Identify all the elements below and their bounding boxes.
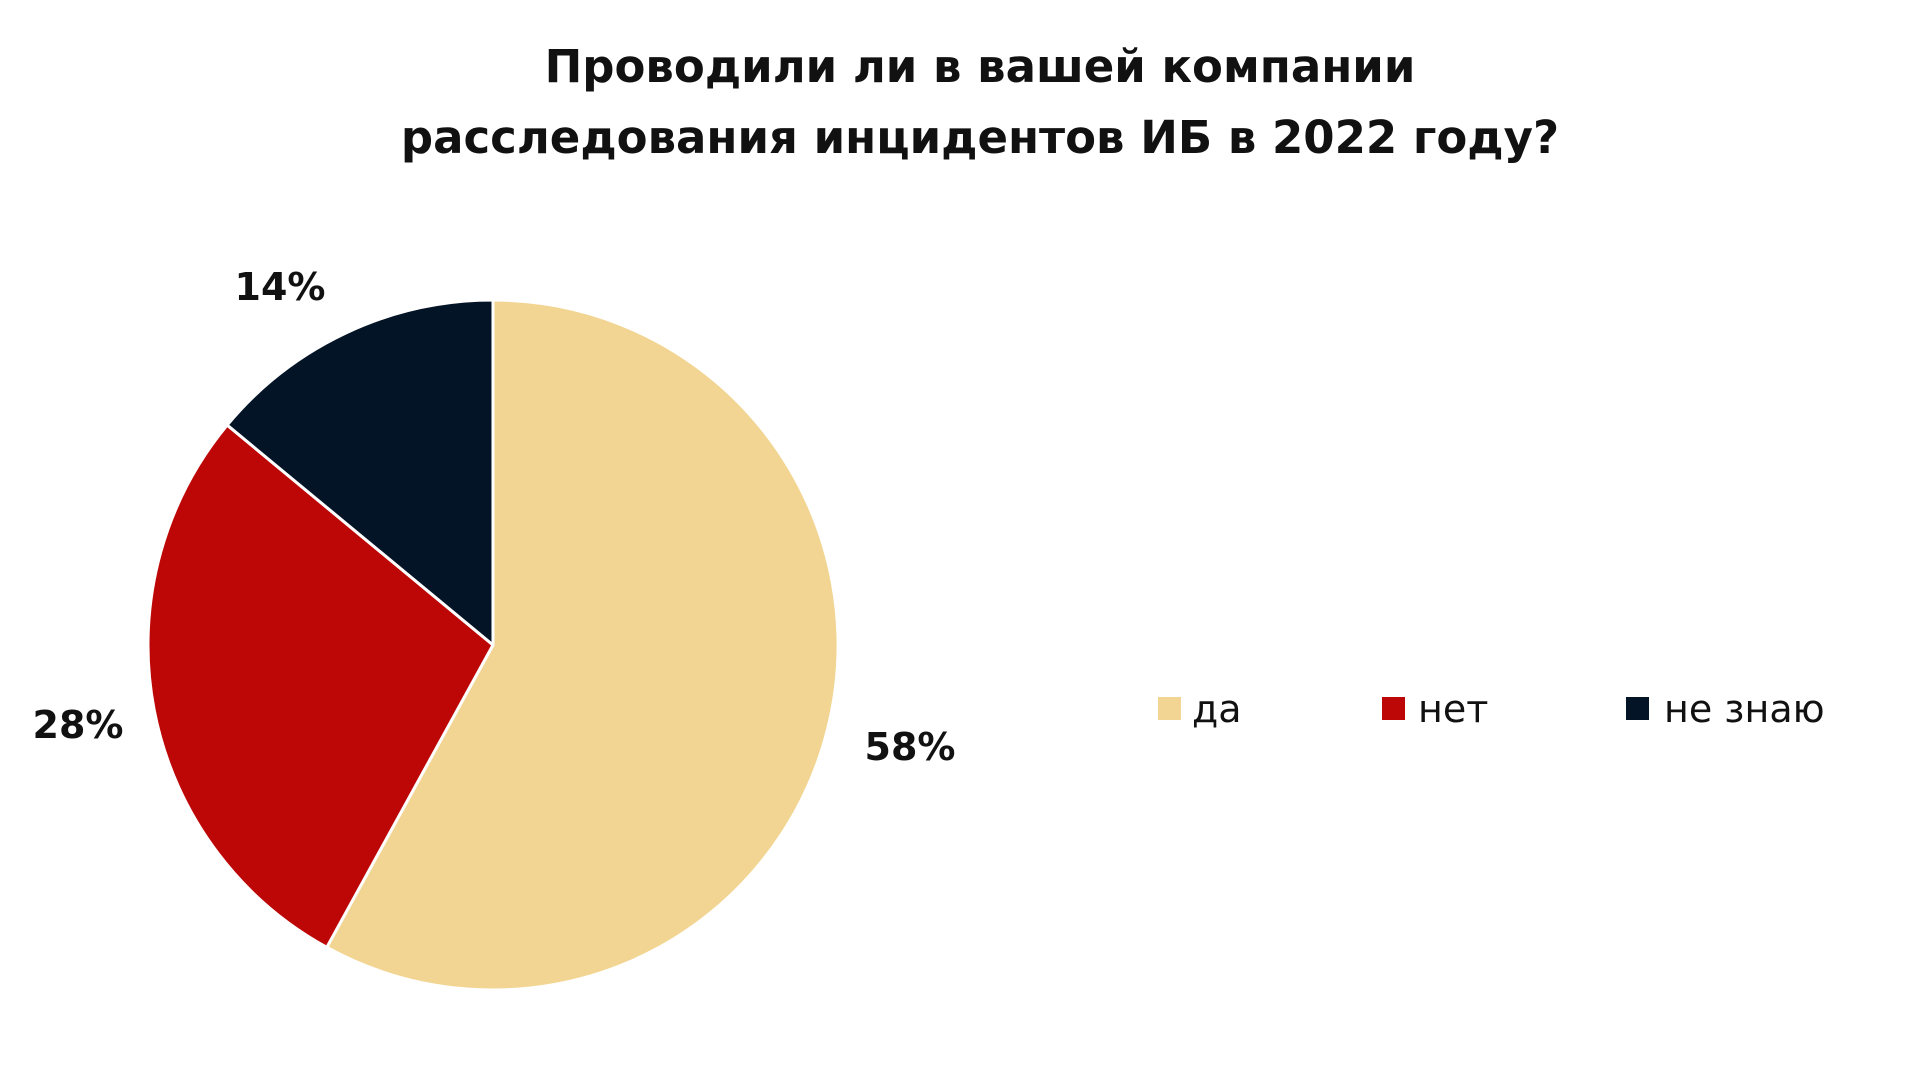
legend-item-ne-znayu: не знаю bbox=[1626, 687, 1825, 731]
legend-label-ne-znayu: не знаю bbox=[1664, 687, 1825, 731]
data-label-da: 58% bbox=[865, 725, 956, 769]
chart-title: Проводили ли в вашей компании расследова… bbox=[401, 40, 1559, 164]
chart-title-line-2: расследования инцидентов ИБ в 2022 году? bbox=[401, 111, 1559, 164]
legend-swatch-ne-znayu bbox=[1626, 697, 1649, 720]
pie-slice-da bbox=[325, 298, 840, 992]
pie bbox=[146, 298, 840, 992]
legend-label-da: да bbox=[1192, 687, 1242, 731]
data-label-net: 28% bbox=[33, 703, 124, 747]
legend-label-net: нет bbox=[1418, 687, 1488, 731]
chart-title-line-1: Проводили ли в вашей компании bbox=[545, 40, 1416, 93]
legend-swatch-da bbox=[1158, 697, 1181, 720]
legend: да нет не знаю bbox=[1158, 687, 1825, 731]
legend-swatch-net bbox=[1382, 697, 1405, 720]
legend-item-net: нет bbox=[1382, 687, 1488, 731]
data-labels: 58% 28% 14% bbox=[33, 265, 956, 769]
pie-slice-ne-znayu bbox=[225, 298, 495, 647]
legend-item-da: да bbox=[1158, 687, 1242, 731]
pie-slice-net bbox=[146, 423, 495, 949]
data-label-ne-znayu: 14% bbox=[235, 265, 326, 309]
